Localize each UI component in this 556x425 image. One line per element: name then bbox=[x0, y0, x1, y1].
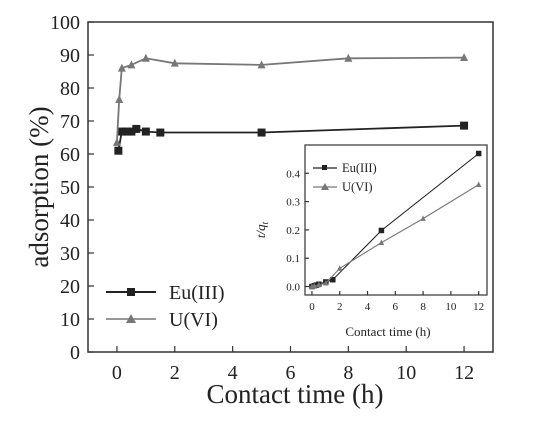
inset-u-data-point bbox=[311, 282, 318, 289]
inset-x-tick-labels: 0 2 4 6 8 10 12 bbox=[309, 301, 484, 313]
inset-u-data-point bbox=[378, 239, 385, 245]
main-u-data-point bbox=[115, 94, 124, 103]
inset-x-tick-label: 12 bbox=[473, 301, 484, 313]
main-y-tick-label: 40 bbox=[60, 210, 80, 232]
inset-u-data-point bbox=[316, 281, 322, 288]
main-y-tick-label: 0 bbox=[70, 342, 80, 364]
main-x-tick-labels: 0 2 4 6 8 10 12 bbox=[112, 362, 474, 384]
main-y-axis-label: adsorption (%) bbox=[24, 106, 54, 267]
inset-y-axis-label-main: t/q bbox=[253, 224, 268, 238]
main-u-data-point bbox=[112, 137, 121, 146]
inset-u-data-point bbox=[323, 279, 329, 286]
main-eu-data-point bbox=[127, 127, 136, 136]
main-eu-data-point bbox=[141, 127, 150, 136]
main-u-series-line bbox=[116, 56, 465, 143]
inset-y-axis-label: t/qt bbox=[253, 221, 270, 238]
inset-x-tick-label: 8 bbox=[420, 301, 426, 313]
inset-u-data-point bbox=[336, 265, 343, 271]
inset-eu-data-point bbox=[378, 227, 385, 234]
inset-plot-frame bbox=[304, 144, 488, 296]
inset-x-tick-label: 10 bbox=[445, 301, 457, 313]
main-x-axis-label: Contact time (h) bbox=[207, 379, 384, 409]
inset-legend-u-label: U(VI) bbox=[342, 180, 373, 194]
inset-eu-data-point bbox=[475, 150, 482, 157]
main-y-tick-label: 80 bbox=[60, 78, 80, 100]
inset-y-axis-label-subscript: t bbox=[260, 221, 270, 224]
inset-x-axis-label: Contact time (h) bbox=[345, 324, 430, 339]
main-axis-ticks bbox=[88, 21, 465, 353]
main-u-data-point bbox=[170, 58, 179, 67]
inset-x-tick-label: 4 bbox=[365, 301, 371, 313]
main-plot-series bbox=[112, 53, 469, 155]
main-eu-data-point bbox=[460, 121, 469, 130]
main-legend-u-marker bbox=[126, 314, 136, 323]
main-u-data-point bbox=[257, 60, 266, 69]
inset-x-tick-label: 2 bbox=[337, 301, 343, 313]
main-x-tick-label: 2 bbox=[170, 362, 180, 384]
inset-u-data-point bbox=[420, 215, 426, 221]
inset-legend: Eu(III) U(VI) bbox=[313, 161, 377, 194]
inset-x-tick-label: 6 bbox=[393, 301, 399, 313]
main-y-tick-label: 90 bbox=[60, 45, 80, 67]
inset-y-tick-label: 0.4 bbox=[286, 168, 300, 180]
inset-legend-eu-label: Eu(III) bbox=[342, 161, 377, 175]
inset-x-tick-label: 0 bbox=[309, 301, 315, 313]
main-eu-data-point bbox=[156, 128, 165, 137]
inset-legend-eu-marker bbox=[322, 165, 327, 170]
inset-y-tick-label: 0.1 bbox=[286, 253, 300, 265]
main-u-data-point bbox=[344, 53, 353, 62]
main-u-data-point bbox=[127, 60, 136, 69]
main-x-tick-label: 6 bbox=[286, 362, 296, 384]
main-eu-data-point bbox=[132, 124, 141, 133]
main-legend-u-label: U(VI) bbox=[169, 309, 218, 331]
inset-axis-ticks bbox=[305, 172, 480, 295]
inset-eu-data-point bbox=[330, 276, 336, 283]
main-x-tick-label: 8 bbox=[343, 362, 353, 384]
main-y-tick-label: 30 bbox=[60, 243, 80, 265]
main-u-data-point bbox=[460, 53, 469, 62]
main-eu-data-point bbox=[114, 146, 123, 155]
main-eu-data-point bbox=[257, 128, 266, 137]
main-u-data-point bbox=[117, 63, 126, 72]
inset-legend-u-marker bbox=[321, 183, 329, 190]
main-x-tick-label: 0 bbox=[112, 362, 122, 384]
main-eu-data-point bbox=[122, 127, 131, 136]
main-y-tick-label: 70 bbox=[60, 111, 80, 133]
main-y-tick-label: 60 bbox=[60, 144, 80, 166]
inset-plot-series bbox=[309, 150, 482, 290]
main-y-tick-label: 100 bbox=[50, 12, 80, 34]
main-legend-eu-marker bbox=[127, 288, 135, 296]
inset-u-data-point bbox=[475, 181, 482, 187]
main-y-tick-labels: 0 10 20 30 40 50 60 70 80 90 100 bbox=[50, 12, 80, 364]
main-y-tick-label: 50 bbox=[60, 177, 80, 199]
main-legend: Eu(III) U(VI) bbox=[106, 282, 225, 331]
main-y-tick-label: 10 bbox=[60, 309, 80, 331]
main-u-data-point bbox=[141, 53, 150, 62]
inset-y-tick-labels: 0.0 0.1 0.2 0.3 0.4 bbox=[286, 168, 300, 293]
main-x-tick-label: 12 bbox=[454, 362, 474, 384]
main-y-tick-label: 20 bbox=[60, 276, 80, 298]
inset-y-tick-label: 0.3 bbox=[286, 197, 300, 209]
main-x-tick-label: 10 bbox=[396, 362, 416, 384]
main-x-tick-label: 4 bbox=[228, 362, 238, 384]
main-legend-eu-label: Eu(III) bbox=[169, 282, 225, 304]
inset-y-tick-label: 0.0 bbox=[286, 282, 300, 294]
main-eu-data-point bbox=[117, 127, 126, 136]
inset-y-tick-label: 0.2 bbox=[286, 225, 300, 237]
